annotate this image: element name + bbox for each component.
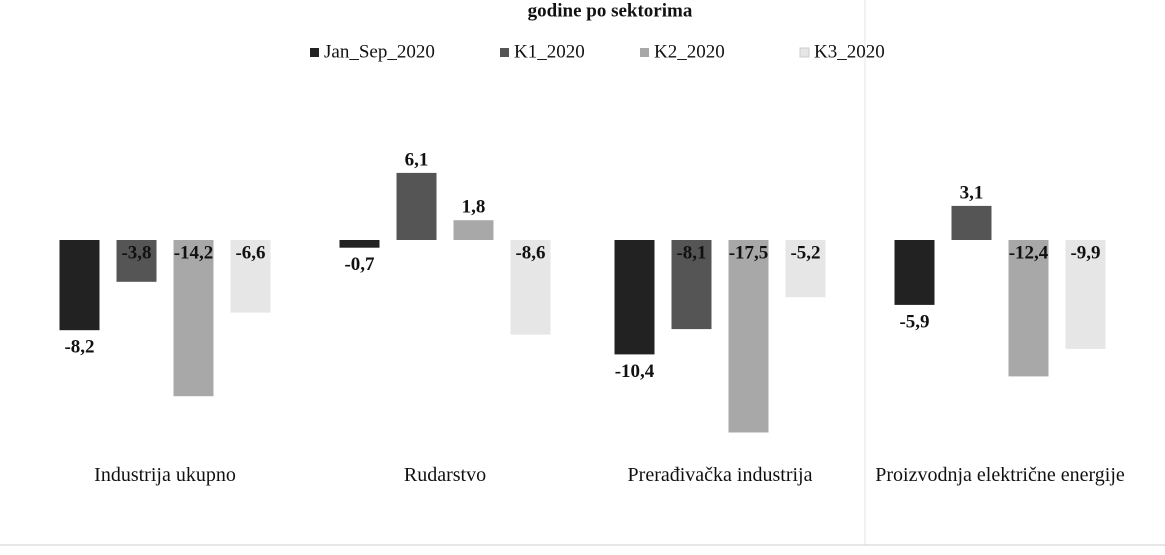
legend-swatch [640,48,649,57]
legend-swatch [799,47,810,58]
bar [728,240,769,433]
bar [173,240,214,397]
bar [116,240,157,282]
bar [339,240,380,248]
value-label: -14,2 [174,242,214,263]
bar [453,220,494,240]
value-label: -8,6 [515,242,545,263]
legend-label: K2_2020 [654,41,725,62]
value-label: -9,9 [1070,242,1100,263]
bar [59,240,100,331]
category-label: Rudarstvo [403,464,487,486]
legend-swatch [310,48,319,57]
bar [1065,240,1106,349]
bar [230,240,271,313]
value-label: -8,1 [676,242,706,263]
chart-title: godine po sektorima [528,0,693,21]
bar [951,205,992,240]
legend-label: Jan_Sep_2020 [324,41,435,62]
value-label: -6,6 [235,242,265,263]
bar [671,240,712,330]
value-label: -3,8 [121,242,151,263]
legend-label: K1_2020 [514,41,585,62]
value-label: 3,1 [960,182,984,203]
value-label: 1,8 [462,197,486,218]
bar [785,240,826,298]
category-label: Industrija ukupno [94,464,236,486]
value-label: -10,4 [615,361,655,382]
value-label: -8,2 [64,337,94,358]
value-label: -0,7 [344,254,375,275]
legend-swatch [500,48,509,57]
bar [1008,240,1049,377]
value-label: -5,2 [790,242,820,263]
value-label: 6,1 [405,149,429,170]
value-label: -12,4 [1009,242,1049,263]
value-label: -17,5 [729,242,769,263]
bar [510,240,551,335]
bar [614,240,655,355]
legend-label: K3_2020 [814,41,885,62]
value-label: -5,9 [899,311,929,332]
category-label: Prerađivačka industrija [627,464,813,486]
category-label: Proizvodnja električne energije [875,464,1125,486]
bar [894,240,935,305]
bar [396,172,437,240]
